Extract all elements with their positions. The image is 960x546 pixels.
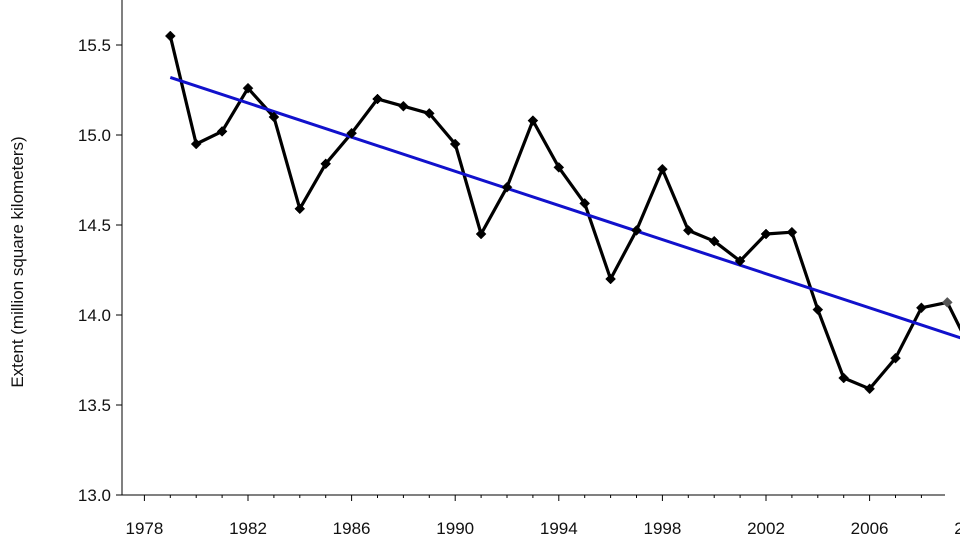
- y-tick-label: 14.0: [78, 306, 111, 325]
- data-point: [190, 138, 202, 150]
- x-tick-label: 2010: [954, 519, 960, 538]
- data-point: [372, 93, 383, 105]
- data-point: [242, 82, 254, 94]
- data-point: [605, 273, 616, 285]
- data-point: [864, 383, 875, 395]
- data-point: [527, 115, 539, 126]
- data-point: [553, 162, 565, 173]
- data-point: [812, 304, 824, 315]
- data-point: [916, 302, 927, 314]
- y-tick-label: 14.5: [78, 216, 111, 235]
- y-tick-label: 15.0: [78, 126, 111, 145]
- data-point: [216, 126, 228, 137]
- data-point: [579, 198, 591, 209]
- data-point: [449, 138, 461, 150]
- extent-line: [168, 35, 960, 391]
- data-point: [838, 372, 850, 384]
- data-point: [320, 158, 332, 170]
- x-tick-label: 1982: [229, 519, 267, 538]
- series-layer: [164, 30, 960, 395]
- data-point: [786, 226, 798, 238]
- x-tick-label: 2002: [747, 519, 785, 538]
- data-point: [941, 297, 953, 308]
- data-point: [501, 181, 513, 193]
- data-point: [682, 225, 694, 236]
- x-tick-label: 1998: [643, 519, 681, 538]
- x-tick-label: 1990: [436, 519, 474, 538]
- data-point: [398, 100, 409, 112]
- data-point: [890, 352, 901, 364]
- data-point: [708, 235, 720, 247]
- data-point: [657, 163, 668, 175]
- data-point: [423, 108, 435, 119]
- x-tick-label: 1986: [333, 519, 371, 538]
- y-tick-label: 13.0: [78, 486, 111, 505]
- y-axis-label: Extent (million square kilometers): [8, 136, 27, 387]
- trend-line: [169, 75, 960, 340]
- x-axis-ticks: 1978 1982 1986 1990 1994 1998 2002 2006 2010: [125, 495, 960, 538]
- x-tick-label: 2006: [851, 519, 889, 538]
- data-point: [760, 228, 772, 240]
- y-axis-ticks: 13.0 13.5 14.0 14.5 15.0 15.5: [78, 36, 122, 505]
- data-point: [475, 228, 487, 240]
- data-point: [631, 225, 642, 236]
- data-point: [346, 127, 357, 139]
- data-point: [268, 111, 280, 123]
- x-tick-label: 1994: [540, 519, 578, 538]
- x-tick-label: 1978: [125, 519, 163, 538]
- data-point: [294, 203, 306, 215]
- axes: [121, 0, 945, 496]
- y-tick-label: 15.5: [78, 36, 111, 55]
- data-point: [734, 255, 746, 267]
- data-point: [164, 30, 176, 42]
- y-tick-label: 13.5: [78, 396, 111, 415]
